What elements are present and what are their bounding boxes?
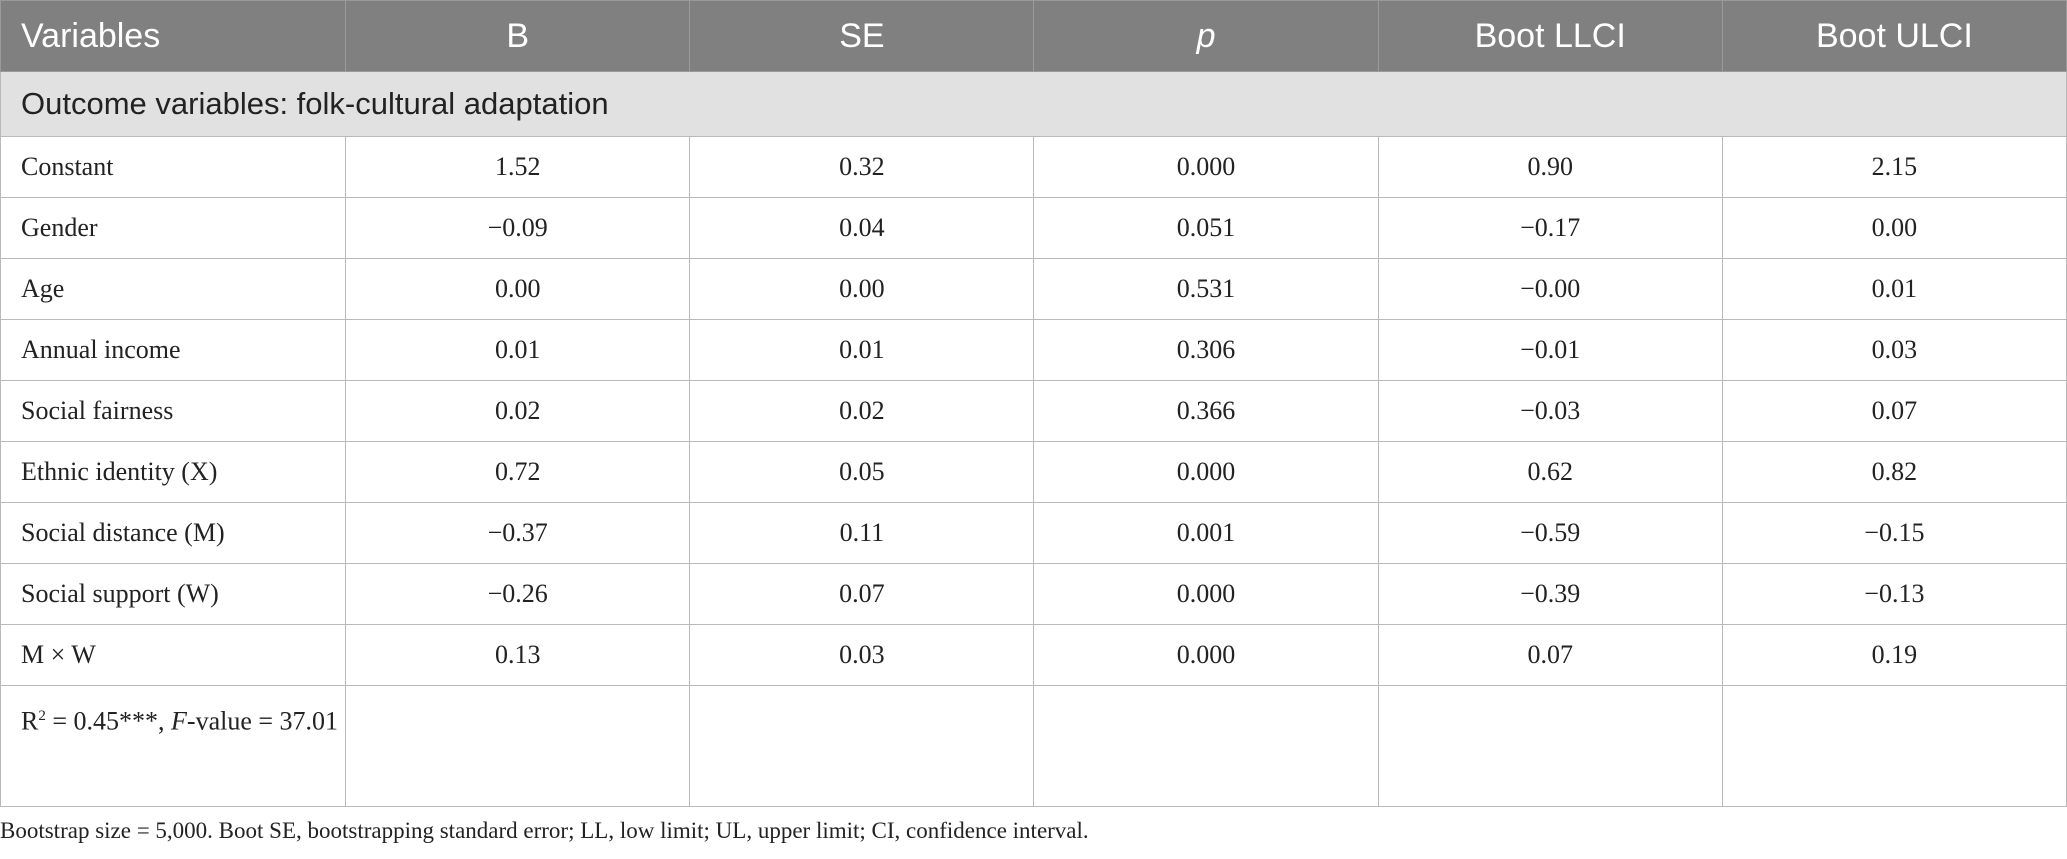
cell-b: 0.13 [345,624,691,686]
row-label: Age [0,258,347,320]
cell-ulci: 0.01 [1721,258,2067,320]
empty-cell [1721,685,2067,807]
cell-ulci: 0.07 [1721,380,2067,442]
cell-llci: 0.62 [1377,441,1723,503]
cell-p: 0.001 [1033,502,1379,564]
cell-se: 0.04 [689,197,1035,259]
cell-se: 0.05 [689,441,1035,503]
header-se: SE [689,0,1035,72]
header-p: p [1033,0,1379,72]
cell-ulci: 2.15 [1721,136,2067,198]
cell-b: 0.72 [345,441,691,503]
cell-p: 0.366 [1033,380,1379,442]
table-row: M × W 0.13 0.03 0.000 0.07 0.19 [0,624,2067,686]
cell-llci: −0.03 [1377,380,1723,442]
cell-b: −0.09 [345,197,691,259]
cell-p: 0.000 [1033,136,1379,198]
cell-ulci: −0.13 [1721,563,2067,625]
empty-cell [1377,685,1723,807]
cell-llci: 0.07 [1377,624,1723,686]
cell-se: 0.07 [689,563,1035,625]
cell-llci: −0.59 [1377,502,1723,564]
summary-row: R2 = 0.45***, F-value = 37.01 [0,685,2067,807]
header-b: B [345,0,691,72]
table-row: Social support (W) −0.26 0.07 0.000 −0.39 −0.… [0,563,2067,625]
table-row: Constant 1.52 0.32 0.000 0.90 2.15 [0,136,2067,198]
cell-p: 0.000 [1033,563,1379,625]
empty-cell [1033,685,1379,807]
table-row: Age 0.00 0.00 0.531 −0.00 0.01 [0,258,2067,320]
cell-se: 0.11 [689,502,1035,564]
cell-b: −0.37 [345,502,691,564]
cell-se: 0.03 [689,624,1035,686]
header-boot-ulci: Boot ULCI [1721,0,2067,72]
r-value: = 0.45***, [45,706,172,736]
cell-llci: −0.01 [1377,319,1723,381]
cell-ulci: 0.82 [1721,441,2067,503]
cell-se: 0.01 [689,319,1035,381]
cell-llci: −0.17 [1377,197,1723,259]
row-label: Gender [0,197,347,259]
table-row: Ethnic identity (X) 0.72 0.05 0.000 0.62 0.82 [0,441,2067,503]
row-label: Ethnic identity (X) [0,441,347,503]
table-row: Gender −0.09 0.04 0.051 −0.17 0.00 [0,197,2067,259]
row-label: M × W [0,624,347,686]
cell-llci: −0.00 [1377,258,1723,320]
cell-ulci: 0.03 [1721,319,2067,381]
results-table-container: Variables B SE p Boot LLCI Boot ULCI Out… [0,0,2067,807]
section-row: Outcome variables: folk-cultural adaptat… [0,71,2067,137]
table-footnote: Bootstrap size = 5,000. Boot SE, bootstr… [0,818,1089,843]
cell-p: 0.306 [1033,319,1379,381]
cell-b: −0.26 [345,563,691,625]
r-superscript: 2 [38,708,46,724]
cell-se: 0.32 [689,136,1035,198]
empty-cell [345,685,691,807]
cell-p: 0.000 [1033,441,1379,503]
empty-cell [689,685,1035,807]
cell-b: 0.00 [345,258,691,320]
f-value: -value = 37.01 [186,706,339,736]
moderated-mediation-table: Variables B SE p Boot LLCI Boot ULCI Out… [0,0,2067,807]
section-title: Outcome variables: folk-cultural adaptat… [0,71,2067,137]
cell-b: 0.01 [345,319,691,381]
row-label: Social support (W) [0,563,347,625]
cell-b: 1.52 [345,136,691,198]
cell-ulci: 0.00 [1721,197,2067,259]
cell-p: 0.531 [1033,258,1379,320]
header-variables: Variables [0,0,347,72]
table-row: Social distance (M) −0.37 0.11 0.001 −0.59 −0… [0,502,2067,564]
cell-ulci: −0.15 [1721,502,2067,564]
cell-llci: −0.39 [1377,563,1723,625]
header-boot-llci: Boot LLCI [1377,0,1723,72]
table-row: Social fairness 0.02 0.02 0.366 −0.03 0.07 [0,380,2067,442]
r-symbol: R [21,706,39,736]
cell-se: 0.00 [689,258,1035,320]
row-label: Constant [0,136,347,198]
f-symbol: F [171,706,187,736]
cell-b: 0.02 [345,380,691,442]
model-fit-summary: R2 = 0.45***, F-value = 37.01 [0,685,347,807]
cell-p: 0.051 [1033,197,1379,259]
table-row: Annual income 0.01 0.01 0.306 −0.01 0.03 [0,319,2067,381]
cell-llci: 0.90 [1377,136,1723,198]
cell-p: 0.000 [1033,624,1379,686]
cell-ulci: 0.19 [1721,624,2067,686]
row-label: Social distance (M) [0,502,347,564]
row-label: Social fairness [0,380,347,442]
cell-se: 0.02 [689,380,1035,442]
row-label: Annual income [0,319,347,381]
header-row: Variables B SE p Boot LLCI Boot ULCI [0,0,2067,72]
